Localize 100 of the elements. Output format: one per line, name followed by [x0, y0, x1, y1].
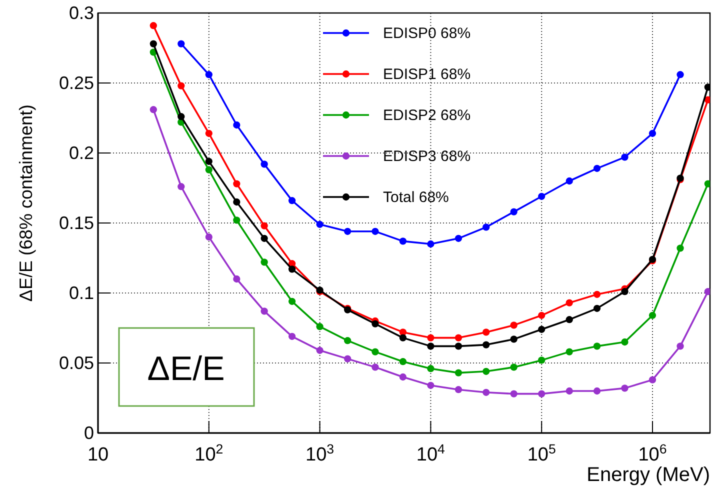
- point: [510, 336, 518, 343]
- point: [538, 390, 546, 398]
- point: [621, 154, 628, 161]
- point: [260, 160, 268, 168]
- point: [399, 334, 407, 342]
- x-axis-title: Energy (MeV): [586, 464, 710, 486]
- point: [150, 22, 157, 30]
- point: [427, 365, 434, 372]
- point: [454, 369, 462, 376]
- legend-label: EDISP2 68%: [383, 107, 471, 124]
- point: [316, 220, 324, 228]
- point: [704, 96, 710, 104]
- point: [288, 266, 296, 273]
- y-tick-label: 0.1: [68, 282, 94, 303]
- point: [427, 342, 434, 350]
- point: [510, 208, 518, 216]
- point: [205, 233, 212, 241]
- x-tick-label: 10$^{2}$: [194, 441, 224, 466]
- point: [233, 275, 240, 283]
- point: [676, 71, 684, 78]
- point: [621, 288, 628, 296]
- point: [593, 342, 601, 350]
- point: [260, 234, 268, 242]
- point: [482, 388, 490, 396]
- annotation: ΔE/E: [147, 350, 225, 388]
- point: [454, 386, 462, 394]
- point: [454, 234, 462, 242]
- point: [593, 304, 601, 312]
- point: [233, 216, 240, 224]
- y-tick-label: 0: [84, 422, 94, 443]
- point: [510, 390, 518, 398]
- point: [288, 332, 296, 340]
- point: [260, 222, 268, 230]
- point: [316, 346, 324, 354]
- point: [454, 342, 462, 350]
- point: [621, 384, 628, 392]
- point: [150, 40, 157, 48]
- point: [566, 316, 573, 324]
- point: [482, 341, 490, 348]
- point: [399, 358, 407, 366]
- point: [427, 240, 434, 248]
- y-tick-label: 0.2: [68, 142, 94, 163]
- y-axis-title: ΔE/E (68% containment): [16, 104, 36, 302]
- point: [205, 166, 212, 174]
- point: [676, 342, 684, 350]
- y-tick-label: 0.3: [68, 2, 94, 23]
- point: [233, 180, 240, 188]
- point: [344, 355, 352, 362]
- point: [260, 308, 268, 315]
- point: [593, 387, 601, 395]
- point: [566, 299, 573, 306]
- legend-label: EDISP1 68%: [383, 66, 471, 83]
- point: [260, 258, 268, 266]
- y-tick-label: 0.05: [58, 352, 94, 373]
- legend-label: EDISP3 68%: [383, 148, 471, 165]
- point: [676, 244, 684, 252]
- legend-label: Total 68%: [383, 189, 449, 206]
- point: [372, 320, 379, 328]
- point: [566, 177, 573, 185]
- point: [205, 71, 212, 78]
- point: [566, 348, 573, 356]
- point: [648, 376, 656, 384]
- point: [399, 238, 407, 245]
- point: [648, 130, 656, 137]
- point: [427, 334, 434, 342]
- y-tick-label: 0.25: [58, 72, 94, 93]
- point: [316, 323, 324, 330]
- point: [233, 198, 240, 206]
- point: [372, 364, 379, 371]
- legend-label: EDISP0 68%: [383, 25, 471, 42]
- x-tick-label: 10: [87, 444, 109, 466]
- point: [704, 84, 710, 91]
- x-tick-label: 10$^{4}$: [416, 441, 445, 466]
- x-tick-label: 10$^{5}$: [527, 441, 556, 466]
- point: [372, 228, 379, 235]
- point: [704, 288, 710, 296]
- x-tick-label: 10$^{3}$: [306, 441, 334, 466]
- point: [482, 224, 490, 231]
- point: [344, 228, 352, 235]
- point: [538, 312, 546, 319]
- point: [178, 113, 185, 120]
- point: [648, 312, 656, 319]
- point: [205, 158, 212, 165]
- point: [178, 40, 185, 48]
- point: [399, 373, 407, 381]
- point: [510, 322, 518, 329]
- point: [205, 130, 212, 137]
- point: [288, 197, 296, 204]
- y-tick-label: 0.15: [58, 212, 94, 233]
- point: [482, 328, 490, 336]
- point: [427, 382, 434, 389]
- point: [288, 298, 296, 305]
- point: [621, 338, 628, 346]
- point: [150, 106, 157, 114]
- point: [538, 326, 546, 333]
- point: [178, 183, 185, 190]
- point: [454, 334, 462, 342]
- point: [510, 364, 518, 371]
- point: [233, 121, 240, 129]
- point: [178, 82, 185, 90]
